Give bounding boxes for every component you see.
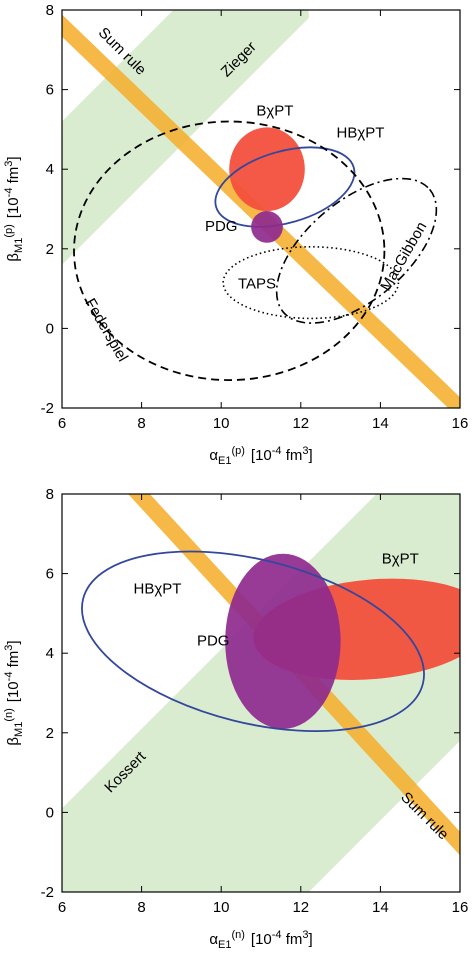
proton-federspiel-ellipse	[73, 120, 386, 382]
proton-x-axis-label: αE1(p) [10-4 fm3]	[209, 445, 312, 467]
neutron-y-tick-label-4: 4	[46, 645, 54, 662]
proton-bchpt-ellipse	[229, 127, 305, 211]
proton-label-hbchpt: HBχPT	[337, 124, 385, 141]
neutron-x-tick-label-10: 10	[213, 899, 230, 916]
neutron-ticks: 6 8 10 12 14 16 -2 0 2 4 6 8	[41, 486, 469, 916]
neutron-label-pdg: PDG	[197, 632, 230, 649]
proton-plot-area	[62, 10, 460, 408]
proton-y-axis-label: βM1(p)[10-4 fm3]	[3, 156, 25, 261]
neutron-x-tick-label-8: 8	[137, 899, 145, 916]
proton-y-tick-label--2: -2	[41, 400, 54, 417]
neutron-panel: BχPT HBχPT PDG Kossert Sum rule 6 8 10 12 14…	[3, 486, 469, 951]
proton-x-tick-label-6: 6	[58, 415, 66, 432]
neutron-pdg-ellipse	[225, 553, 341, 729]
proton-y-tick-label-2: 2	[46, 241, 54, 258]
proton-panel: Sum rule Zieger BχPT HBχPT PDG TAPS MacG…	[3, 2, 468, 467]
proton-taps-ellipse	[222, 246, 400, 320]
neutron-x-tick-label-12: 12	[292, 899, 309, 916]
proton-label-pdg: PDG	[205, 218, 238, 235]
neutron-x-tick-label-14: 14	[372, 899, 389, 916]
proton-pdg-ellipse	[251, 211, 283, 243]
neutron-x-axis-label: αE1(n) [10-4 fm3]	[209, 929, 312, 951]
neutron-y-tick-label-6: 6	[46, 566, 54, 583]
proton-y-tick-label-0: 0	[46, 320, 54, 337]
proton-y-tick-label-8: 8	[46, 2, 54, 19]
neutron-hbchpt-ellipse	[81, 550, 425, 732]
proton-label-taps: TAPS	[238, 276, 276, 293]
neutron-plot-area	[62, 494, 460, 892]
neutron-x-tick-label-16: 16	[452, 899, 469, 916]
neutron-y-tick-label-2: 2	[46, 725, 54, 742]
proton-x-tick-label-8: 8	[137, 415, 145, 432]
neutron-label-bchpt: BχPT	[382, 551, 419, 568]
proton-x-tick-label-10: 10	[213, 415, 230, 432]
proton-plot-frame	[61, 9, 461, 409]
neutron-label-hbchpt: HBχPT	[134, 580, 182, 597]
proton-ticks: 6 8 10 12 14 16 -2 0 2 4 6 8	[41, 2, 469, 432]
proton-x-tick-label-12: 12	[292, 415, 309, 432]
neutron-y-tick-label--2: -2	[41, 884, 54, 901]
proton-x-tick-label-14: 14	[372, 415, 389, 432]
proton-y-tick-label-6: 6	[46, 82, 54, 99]
proton-x-tick-label-16: 16	[452, 415, 469, 432]
neutron-x-tick-label-6: 6	[58, 899, 66, 916]
neutron-y-axis-label: βM1(n)[10-4 fm3]	[3, 640, 25, 745]
proton-label-macgibbon: MacGibbon	[377, 219, 430, 294]
proton-hbchpt-ellipse	[214, 146, 356, 228]
neutron-y-tick-label-0: 0	[46, 804, 54, 821]
neutron-y-tick-label-8: 8	[46, 486, 54, 503]
proton-y-tick-label-4: 4	[46, 161, 54, 178]
proton-macgibbon-ellipse	[275, 177, 438, 324]
proton-label-federspiel: Federspiel	[81, 296, 131, 365]
neutron-plot-frame	[61, 493, 461, 893]
proton-label-bchpt: BχPT	[256, 102, 293, 119]
